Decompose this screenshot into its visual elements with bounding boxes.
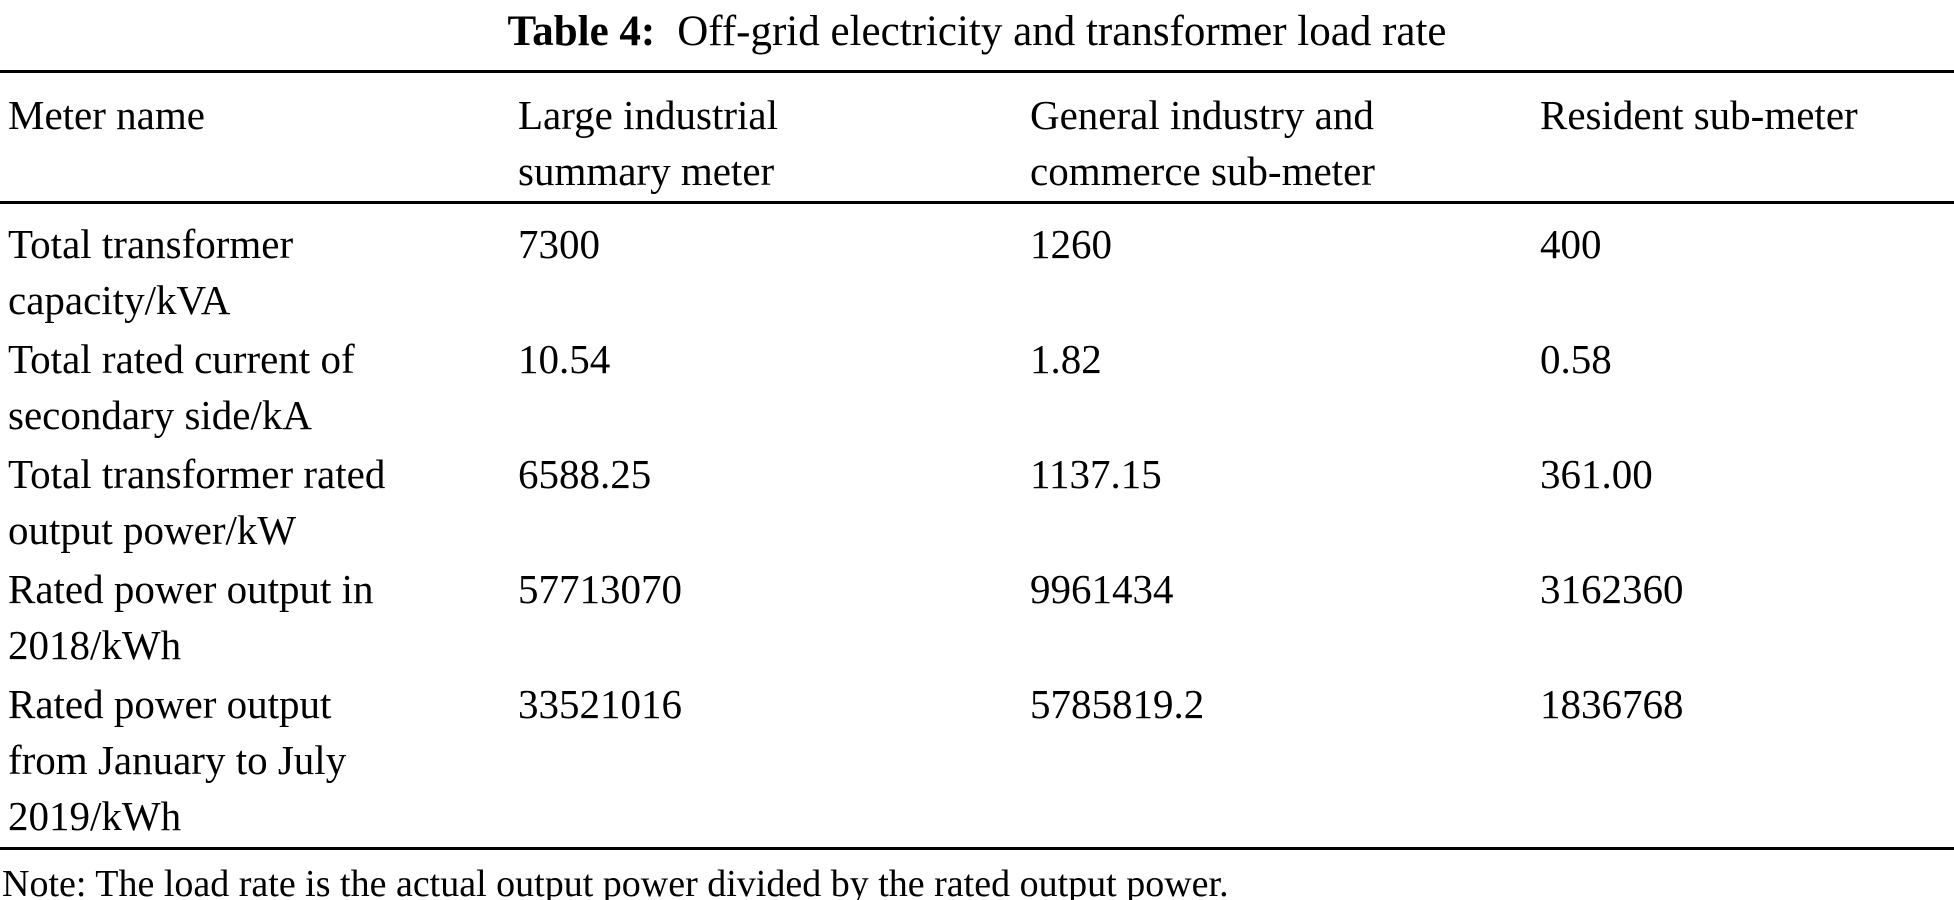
table-header-rule xyxy=(0,201,1954,204)
table-header-row: Meter name Large industrial summary mete… xyxy=(0,73,1954,201)
table-row-output-2019: Rated power output from January to July … xyxy=(0,676,1954,844)
cell-value: 7300 xyxy=(518,221,600,267)
table-row-transformer-capacity: Total transformer capacity/kVA 7300 1260… xyxy=(0,216,1954,328)
table-top-rule xyxy=(0,70,1954,73)
cell-value: 5785819.2 xyxy=(1030,681,1205,727)
row-label: Rated power output from January to July … xyxy=(8,681,347,839)
table-bottom-rule xyxy=(0,847,1954,850)
row-label: Total rated current of secondary side/kA xyxy=(8,336,355,438)
cell-value: 361.00 xyxy=(1540,451,1653,497)
row-label: Rated power output in 2018/kWh xyxy=(8,566,374,668)
cell-value: 1137.15 xyxy=(1030,451,1162,497)
row-label: Total transformer rated output power/kW xyxy=(8,451,386,553)
cell-value: 57713070 xyxy=(518,566,682,612)
cell-value: 1836768 xyxy=(1540,681,1684,727)
table-body: Total transformer capacity/kVA 7300 1260… xyxy=(0,204,1954,844)
column-header-large-industrial: Large industrial summary meter xyxy=(518,92,778,194)
table-caption: Table 4: Off-grid electricity and transfo… xyxy=(0,0,1954,58)
cell-value: 9961434 xyxy=(1030,566,1174,612)
cell-value: 1.82 xyxy=(1030,336,1102,382)
table-note: Note: The load rate is the actual output… xyxy=(2,863,1229,900)
cell-value: 3162360 xyxy=(1540,566,1684,612)
column-header-meter-name: Meter name xyxy=(8,92,205,138)
table-row-output-2018: Rated power output in 2018/kWh 57713070 … xyxy=(0,561,1954,673)
table-row-rated-current: Total rated current of secondary side/kA… xyxy=(0,331,1954,443)
column-header-resident: Resident sub-meter xyxy=(1540,92,1858,138)
cell-value: 10.54 xyxy=(518,336,611,382)
cell-value: 6588.25 xyxy=(518,451,652,497)
column-header-general-industry: General industry and commerce sub-meter xyxy=(1030,92,1375,194)
table-caption-text: Off-grid electricity and transformer loa… xyxy=(677,8,1447,55)
table-caption-label: Table 4: xyxy=(507,8,656,55)
table-row-rated-output-power: Total transformer rated output power/kW … xyxy=(0,446,1954,558)
cell-value: 1260 xyxy=(1030,221,1112,267)
cell-value: 0.58 xyxy=(1540,336,1612,382)
row-label: Total transformer capacity/kVA xyxy=(8,221,294,323)
cell-value: 33521016 xyxy=(518,681,682,727)
cell-value: 400 xyxy=(1540,221,1602,267)
